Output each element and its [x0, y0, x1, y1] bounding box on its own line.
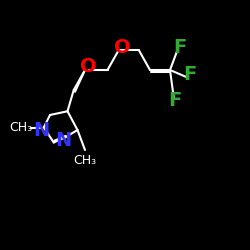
Text: CH₃: CH₃: [9, 121, 32, 134]
Text: O: O: [80, 57, 97, 76]
Text: F: F: [174, 38, 186, 57]
Text: N: N: [56, 130, 72, 150]
Text: F: F: [168, 90, 181, 110]
Text: O: O: [114, 38, 131, 57]
Text: F: F: [184, 66, 196, 84]
Text: N: N: [33, 120, 50, 140]
Text: CH₃: CH₃: [74, 154, 96, 166]
